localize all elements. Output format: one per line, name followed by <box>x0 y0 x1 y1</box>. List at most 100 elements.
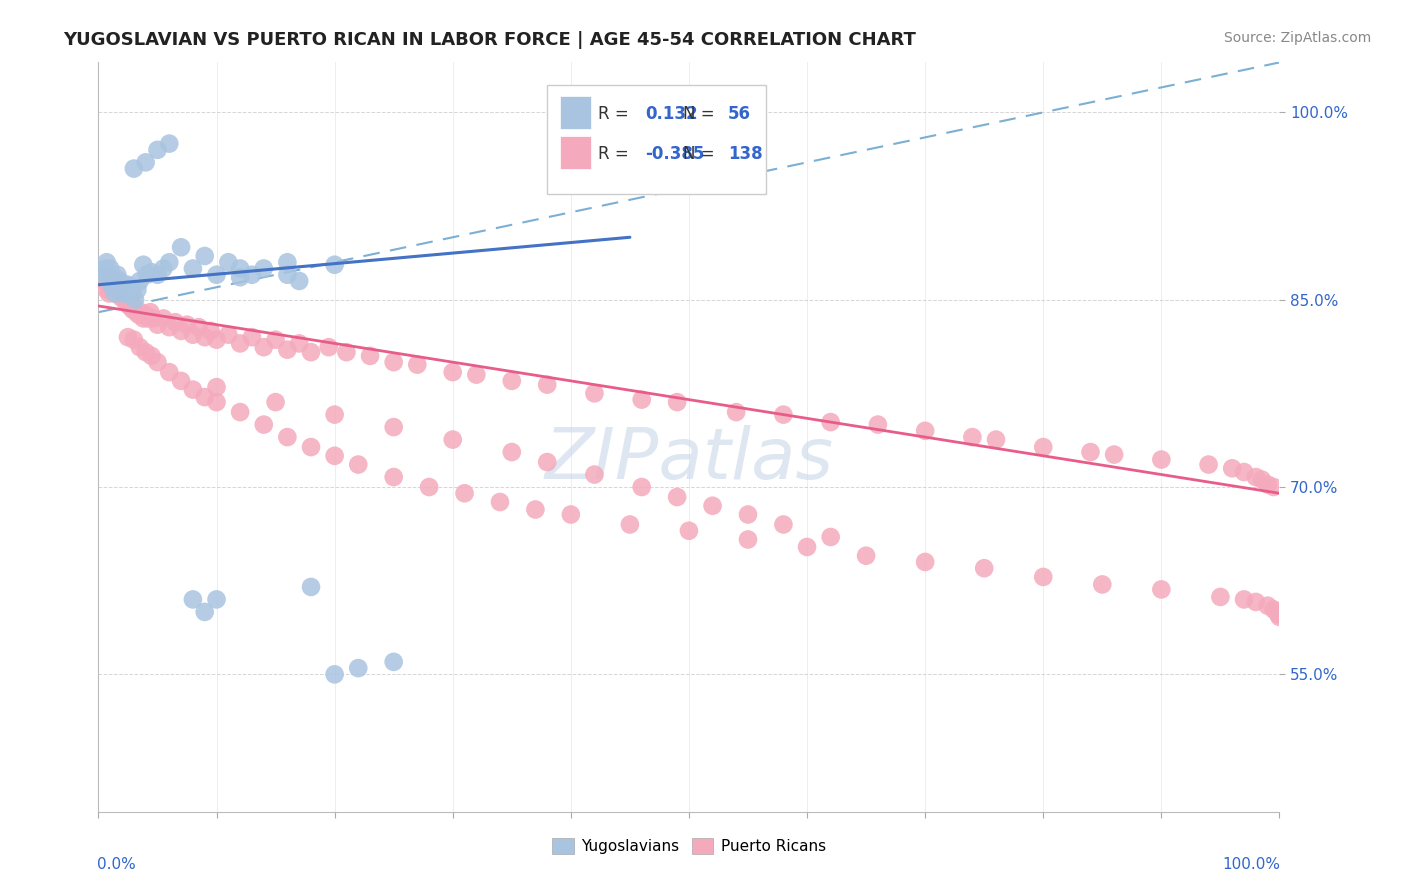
Point <box>1220 461 1243 475</box>
FancyBboxPatch shape <box>547 85 766 194</box>
Point <box>125 305 148 319</box>
Point <box>524 502 547 516</box>
Point <box>418 480 440 494</box>
Point <box>453 486 475 500</box>
Point <box>229 261 252 276</box>
Point <box>1032 570 1054 584</box>
Point <box>122 333 145 347</box>
Point <box>678 524 700 538</box>
Point <box>914 555 936 569</box>
FancyBboxPatch shape <box>560 136 591 169</box>
Point <box>465 368 488 382</box>
Point <box>165 315 187 329</box>
Point <box>318 340 340 354</box>
Point <box>124 293 146 307</box>
Point <box>1209 590 1232 604</box>
Point <box>112 290 135 304</box>
Point <box>1150 452 1173 467</box>
Point <box>217 327 239 342</box>
Point <box>101 280 124 294</box>
Point <box>702 499 724 513</box>
Point <box>135 345 157 359</box>
Point <box>96 255 118 269</box>
Point <box>120 293 142 307</box>
Point <box>128 308 150 322</box>
Point <box>105 283 128 297</box>
Text: 100.0%: 100.0% <box>1223 856 1281 871</box>
Point <box>820 530 842 544</box>
Point <box>129 305 152 319</box>
Point <box>276 255 298 269</box>
Point <box>489 495 512 509</box>
Point <box>382 470 405 484</box>
Point <box>141 349 163 363</box>
Point <box>98 261 121 276</box>
Point <box>117 295 139 310</box>
Point <box>536 455 558 469</box>
Point <box>1257 599 1279 613</box>
Point <box>666 395 689 409</box>
Point <box>146 318 169 332</box>
Point <box>276 343 298 357</box>
Point <box>101 283 124 297</box>
Point <box>135 155 157 169</box>
Point <box>152 311 174 326</box>
Point <box>194 249 217 263</box>
Text: 138: 138 <box>728 145 762 163</box>
Point <box>335 345 357 359</box>
Point <box>299 440 322 454</box>
Point <box>253 261 276 276</box>
Point <box>323 408 346 422</box>
Point <box>264 333 287 347</box>
Text: 0.132: 0.132 <box>645 105 697 123</box>
Point <box>323 449 346 463</box>
Point <box>962 430 984 444</box>
Point <box>97 268 120 282</box>
Point <box>1233 465 1256 479</box>
Point <box>299 580 322 594</box>
Point <box>112 277 135 292</box>
Point <box>441 433 464 447</box>
Point <box>94 261 117 276</box>
Point <box>121 286 143 301</box>
Point <box>97 277 120 292</box>
Point <box>501 374 523 388</box>
Point <box>560 508 582 522</box>
Point <box>276 430 298 444</box>
Point <box>121 302 143 317</box>
Point <box>240 330 263 344</box>
Point <box>276 268 298 282</box>
Point <box>146 143 169 157</box>
Point <box>630 392 652 407</box>
Point <box>772 408 794 422</box>
Point <box>1080 445 1102 459</box>
Point <box>110 277 132 292</box>
Point <box>98 274 121 288</box>
Point <box>111 283 134 297</box>
Text: 56: 56 <box>728 105 751 123</box>
Point <box>94 274 117 288</box>
Point <box>583 386 606 401</box>
Point <box>115 290 138 304</box>
Point <box>855 549 877 563</box>
Point <box>737 508 759 522</box>
Point <box>323 667 346 681</box>
Legend: Yugoslavians, Puerto Ricans: Yugoslavians, Puerto Ricans <box>546 832 832 860</box>
Point <box>128 340 150 354</box>
Point <box>264 395 287 409</box>
Point <box>406 358 429 372</box>
Point <box>205 333 228 347</box>
Point <box>347 458 370 472</box>
Point <box>583 467 606 482</box>
Point <box>107 283 129 297</box>
Point <box>1250 473 1272 487</box>
Point <box>1268 610 1291 624</box>
Point <box>1198 458 1220 472</box>
Point <box>157 136 180 151</box>
Point <box>112 286 135 301</box>
Point <box>973 561 995 575</box>
Point <box>118 299 141 313</box>
Point <box>229 336 252 351</box>
Point <box>103 270 125 285</box>
Point <box>181 383 204 397</box>
